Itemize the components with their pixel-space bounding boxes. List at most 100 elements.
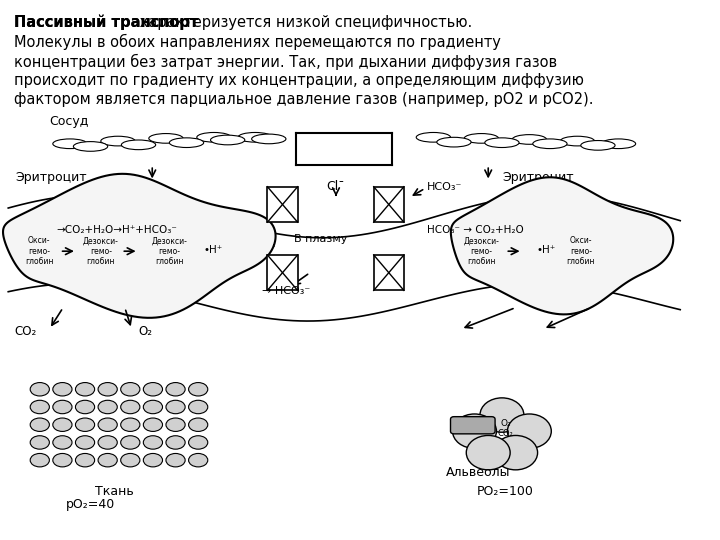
Ellipse shape [197,132,231,142]
Ellipse shape [122,140,156,150]
Text: Cl¯: Cl¯ [327,180,346,193]
FancyBboxPatch shape [296,133,392,165]
Text: O₂: O₂ [500,418,510,428]
Ellipse shape [143,382,163,396]
Ellipse shape [30,454,50,467]
Text: В плазму: В плазму [294,234,347,244]
Ellipse shape [143,400,163,414]
Text: →CO₂+H₂O→H⁺+HCO₃⁻: →CO₂+H₂O→H⁺+HCO₃⁻ [56,225,177,235]
Text: Дезокси-
гемо-
глобин: Дезокси- гемо- глобин [151,237,187,266]
Circle shape [508,414,552,448]
Text: CO₂: CO₂ [498,429,513,438]
Ellipse shape [98,418,117,431]
Text: •H⁺: •H⁺ [204,245,223,254]
Text: НСО₃⁻ → CO₂+H₂O: НСО₃⁻ → CO₂+H₂O [426,225,523,235]
Circle shape [480,398,524,432]
Ellipse shape [121,436,140,449]
Ellipse shape [30,436,50,449]
Ellipse shape [189,418,208,431]
Ellipse shape [166,454,185,467]
Bar [374,187,404,222]
Ellipse shape [560,136,595,146]
Ellipse shape [166,382,185,396]
Ellipse shape [30,418,50,431]
FancyBboxPatch shape [451,417,495,434]
Text: Ткань: Ткань [95,485,134,498]
Text: НСО₃⁻: НСО₃⁻ [426,182,462,192]
Bar [374,255,404,291]
Circle shape [494,435,538,470]
Ellipse shape [143,454,163,467]
Ellipse shape [98,454,117,467]
Ellipse shape [121,454,140,467]
Ellipse shape [98,400,117,414]
Text: происходит по градиенту их концентрации, а определяющим диффузию: происходит по градиенту их концентрации,… [14,73,584,88]
Ellipse shape [121,382,140,396]
Ellipse shape [30,400,50,414]
Text: Дезокси-
гемо-
глобин: Дезокси- гемо- глобин [83,237,119,266]
Ellipse shape [189,382,208,396]
Ellipse shape [98,382,117,396]
Ellipse shape [101,136,135,146]
Ellipse shape [76,400,94,414]
Text: Альвеолы: Альвеолы [446,466,510,479]
Ellipse shape [73,141,108,151]
Text: концентрации без затрат энергии. Так, при дыхании диффузия газов: концентрации без затрат энергии. Так, пр… [14,53,557,70]
Ellipse shape [76,382,94,396]
Ellipse shape [149,133,183,143]
Text: Эритроцит: Эритроцит [15,171,86,184]
Ellipse shape [238,132,272,142]
Text: •H⁺: •H⁺ [536,245,555,254]
Text: → НСО₃⁻: → НСО₃⁻ [262,287,310,296]
Ellipse shape [53,139,87,148]
Bar [267,255,297,291]
Text: Окси-
гемо-
глобин: Окси- гемо- глобин [567,237,595,266]
Ellipse shape [533,139,567,148]
Ellipse shape [166,400,185,414]
Text: фактором является парциальное давление газов (например, рО2 и рСО2).: фактором является парциальное давление г… [14,92,593,107]
Bar [267,187,297,222]
Ellipse shape [76,436,94,449]
Ellipse shape [30,382,50,396]
Text: CO₂: CO₂ [14,325,37,338]
Polygon shape [3,174,276,318]
Ellipse shape [143,418,163,431]
Ellipse shape [143,436,163,449]
Ellipse shape [601,139,636,148]
Ellipse shape [437,137,471,147]
Ellipse shape [76,418,94,431]
Ellipse shape [581,140,615,150]
Ellipse shape [76,454,94,467]
Text: Молекулы в обоих направлениях перемещаются по градиенту: Молекулы в обоих направлениях перемещают… [14,34,500,50]
Ellipse shape [189,436,208,449]
Ellipse shape [53,418,72,431]
Ellipse shape [169,138,204,147]
Ellipse shape [121,400,140,414]
Ellipse shape [166,418,185,431]
Circle shape [467,435,510,470]
Ellipse shape [252,134,286,144]
Text: Дезокси-
гемо-
глобин: Дезокси- гемо- глобин [464,237,499,266]
Ellipse shape [512,134,546,144]
Ellipse shape [121,418,140,431]
Ellipse shape [166,436,185,449]
Text: характеризуется низкой специфичностью.: характеризуется низкой специфичностью. [135,15,472,30]
Text: Пассивный транспорт: Пассивный транспорт [14,15,198,30]
Ellipse shape [210,135,245,145]
Ellipse shape [53,454,72,467]
Ellipse shape [485,138,519,147]
Ellipse shape [464,133,498,143]
Polygon shape [451,177,673,314]
Ellipse shape [53,436,72,449]
Ellipse shape [416,132,451,142]
Text: РО₂=100: РО₂=100 [477,485,534,498]
Text: Пассивный транспорт: Пассивный транспорт [14,15,198,30]
Text: рО₂=40: рО₂=40 [66,498,115,511]
Ellipse shape [98,436,117,449]
Text: Эритроцит: Эритроцит [502,171,574,184]
Ellipse shape [53,382,72,396]
Ellipse shape [189,400,208,414]
Ellipse shape [53,400,72,414]
Circle shape [453,414,497,448]
Text: Сосуд: Сосуд [50,114,89,127]
